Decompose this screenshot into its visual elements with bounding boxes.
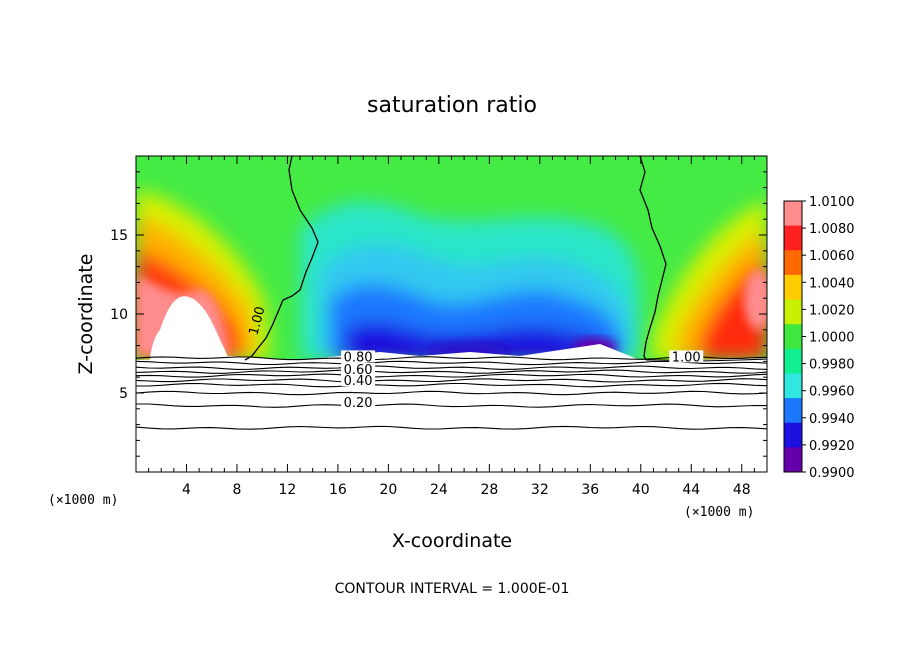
contour-label-bg	[341, 396, 376, 409]
lower-contour-line	[136, 403, 767, 408]
colorbar-swatch	[784, 373, 802, 399]
contour-label: 1.00	[247, 305, 269, 337]
contour-label: 0.40	[344, 374, 373, 389]
lower-contour-line	[136, 390, 767, 396]
center-deep-zone-2	[430, 343, 510, 357]
saturation-field	[136, 156, 767, 472]
colorbar-swatch	[784, 422, 802, 448]
x-tick-label: 28	[480, 482, 498, 498]
contour-label: 0.20	[344, 396, 373, 411]
x-axis-ticks: 4 8 12 16 20 24 28 32 36 40 44 48	[148, 156, 755, 498]
colorbar-swatch	[784, 299, 802, 325]
center-darkblue-zone	[345, 322, 612, 362]
x-unit-left: (×1000 m)	[48, 493, 118, 508]
colorbar-label: 1.0000	[809, 331, 855, 346]
colorbar-label: 0.9900	[809, 466, 855, 481]
colorbar-label: 1.0100	[809, 195, 855, 210]
contour-label-bg	[341, 350, 376, 363]
left-unsaturated-pocket	[150, 296, 230, 362]
colorbar-label: 0.9940	[809, 412, 855, 427]
contour-label-bg	[341, 363, 376, 376]
colorbar-swatch	[784, 447, 802, 473]
chart-title: saturation ratio	[367, 93, 537, 118]
colorbar-label: 0.9960	[809, 385, 855, 400]
colorbar-swatch	[784, 324, 802, 350]
y-tick-label: 15	[110, 228, 128, 244]
lower-contour-line	[136, 356, 767, 361]
contour-labels: 1.001.000.800.600.400.20	[247, 305, 704, 411]
x-unit-right: (×1000 m)	[684, 505, 754, 520]
x-tick-label: 40	[632, 482, 650, 498]
contour-label: 1.00	[672, 350, 701, 365]
colorbar-swatch	[784, 398, 802, 424]
x-tick-label: 44	[682, 482, 700, 498]
colorbar: 1.0100 1.0080 1.0060 1.0040 1.0020 1.0000 0.99…	[783, 195, 855, 481]
x-tick-label: 24	[430, 482, 448, 498]
colorbar-swatch	[784, 225, 802, 251]
lower-contour-line	[136, 378, 767, 383]
lower-contour-line	[136, 365, 767, 370]
contour-left-1-00	[244, 156, 319, 361]
contour-label: 0.80	[344, 350, 373, 365]
right-pink-zone	[744, 270, 767, 330]
x-tick-label: 32	[531, 482, 549, 498]
colorbar-label: 1.0040	[809, 276, 855, 291]
lower-contour-line	[136, 369, 767, 374]
y-tick-label: 5	[119, 386, 128, 402]
colorbar-label: 1.0060	[809, 249, 855, 264]
colorbar-label: 1.0020	[809, 303, 855, 318]
x-tick-label: 4	[182, 482, 191, 498]
colorbar-swatch	[784, 201, 802, 227]
x-tick-label: 20	[379, 482, 397, 498]
colorbar-label: 0.9920	[809, 439, 855, 454]
x-tick-label: 12	[279, 482, 297, 498]
contour-label-bg	[341, 374, 376, 387]
colorbar-label: 1.0080	[809, 222, 855, 237]
x-tick-label: 8	[232, 482, 241, 498]
y-tick-label: 10	[110, 307, 128, 323]
lower-contour-lines	[136, 356, 767, 430]
contour-right-1-00	[639, 156, 667, 361]
lower-contour-line	[136, 360, 767, 366]
x-tick-label: 36	[581, 482, 599, 498]
y-axis-ticks: 5 10 15	[110, 171, 767, 457]
colorbar-label: 0.9980	[809, 358, 855, 373]
lower-contour-line	[136, 425, 767, 430]
contour-label-bg	[669, 350, 704, 363]
x-axis-label: X-coordinate	[392, 530, 512, 552]
colorbar-swatch	[784, 274, 802, 301]
lower-contour-line	[136, 373, 767, 378]
x-tick-label: 48	[733, 482, 751, 498]
colorbar-swatch	[784, 250, 802, 276]
lower-contour-line	[136, 382, 767, 388]
colorbar-swatch	[784, 348, 802, 374]
x-tick-label: 16	[329, 482, 347, 498]
y-axis-label: Z-coordinate	[75, 254, 97, 375]
contour-interval-note: CONTOUR INTERVAL = 1.000E-01	[335, 581, 570, 597]
